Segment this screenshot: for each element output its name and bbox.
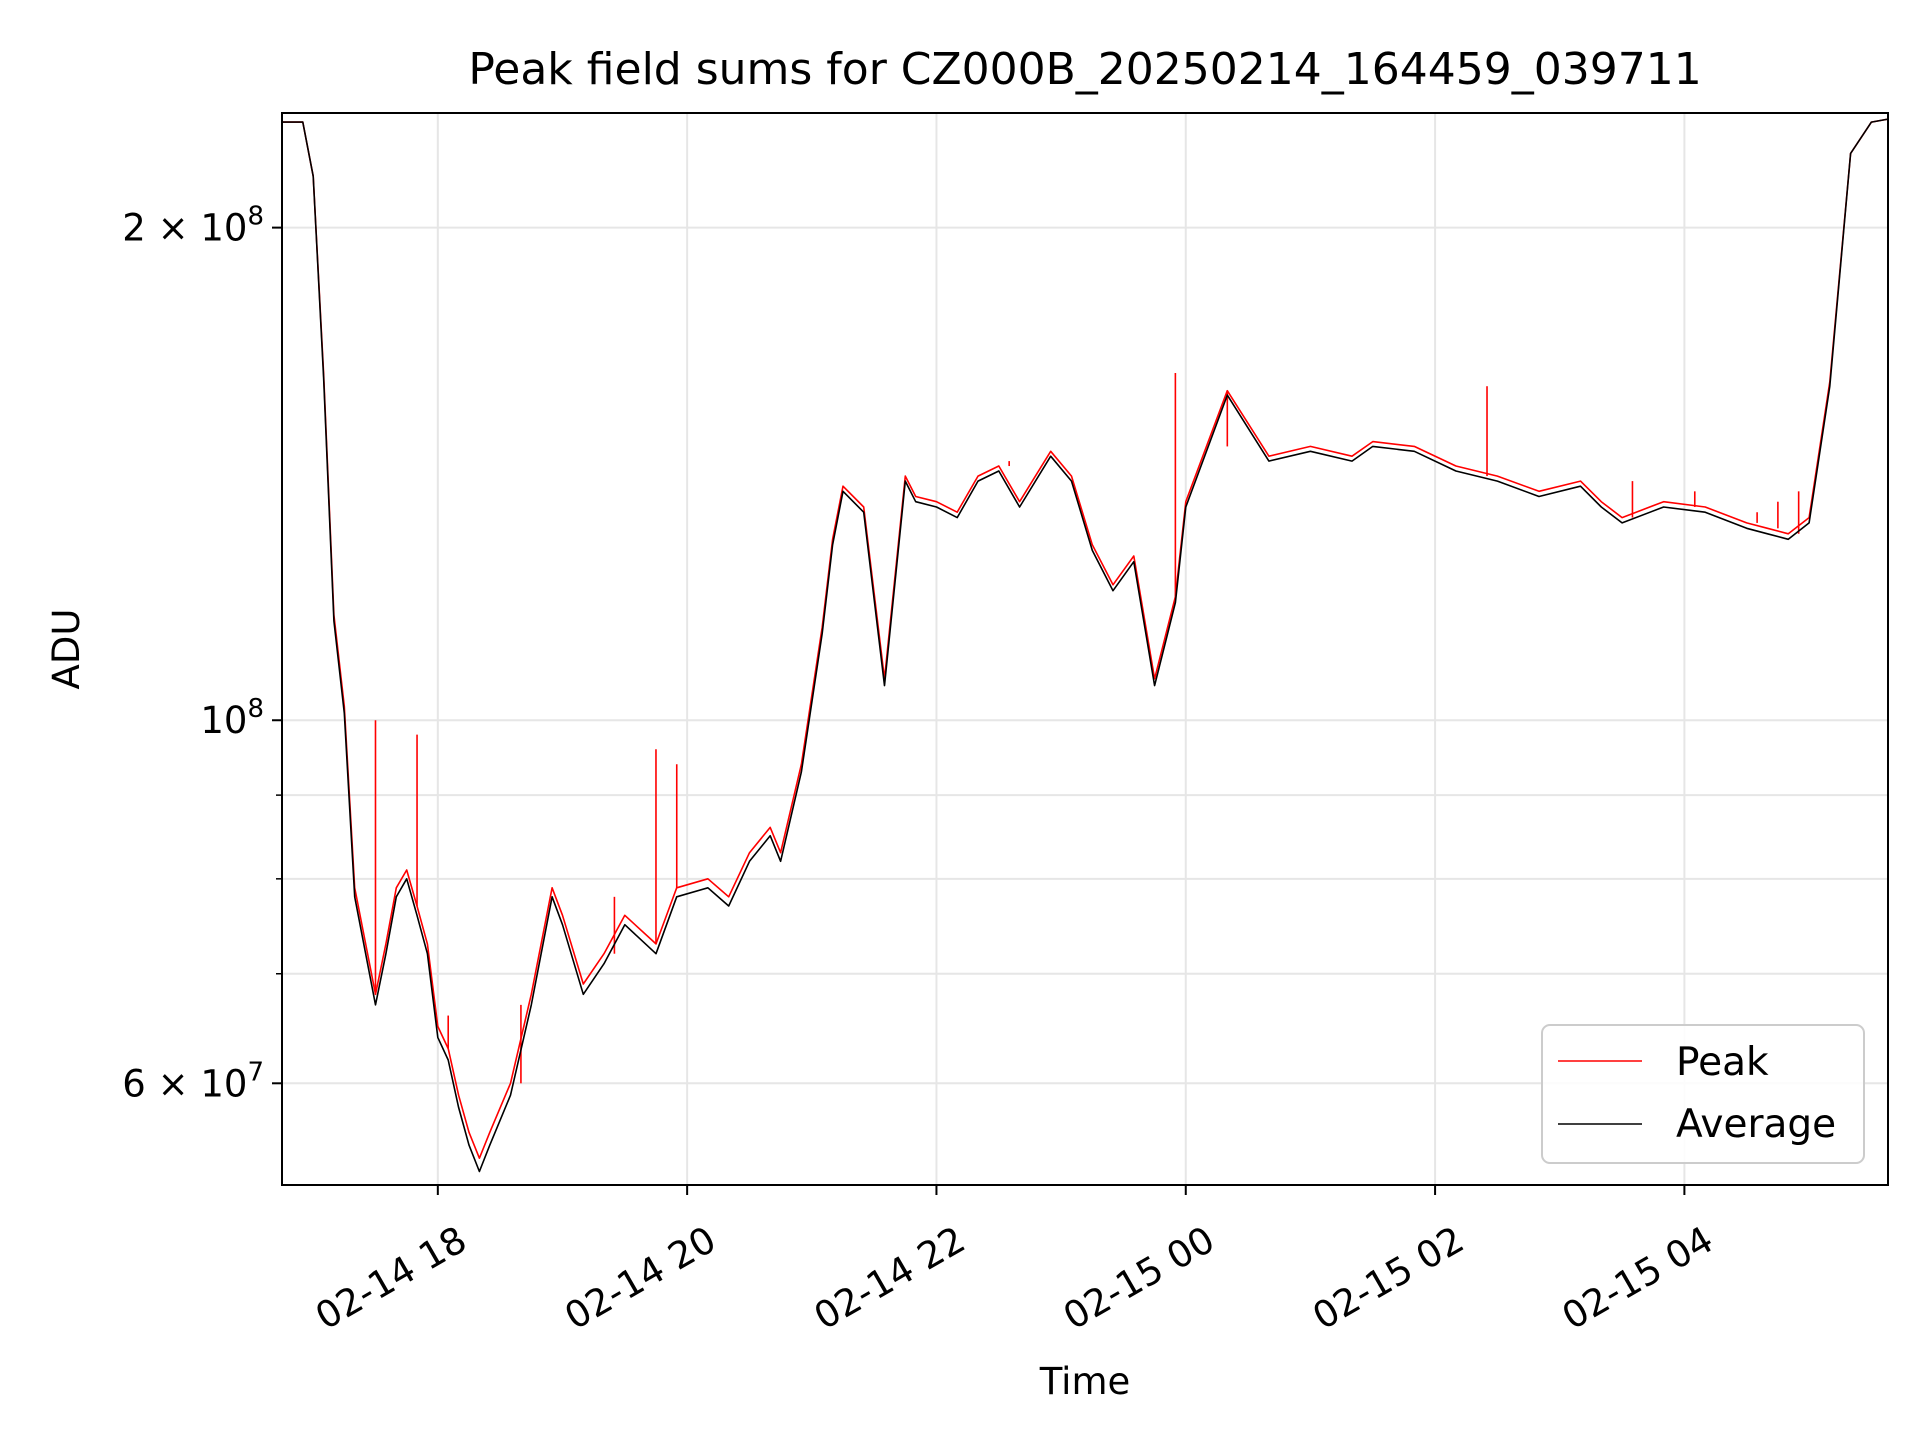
y-axis-ticks: 6 × 107 108 2 × 108: [122, 202, 282, 1105]
y-tick-label: 2 × 108: [122, 202, 264, 250]
legend-box: [1541, 1024, 1865, 1164]
legend-peak-label: Peak: [1676, 1040, 1769, 1085]
legend-average-label: Average: [1676, 1102, 1836, 1147]
grid: [282, 113, 1888, 1185]
chart-title: Peak field sums for CZ000B_20250214_1644…: [468, 44, 1701, 95]
y-axis-label: ADU: [45, 609, 88, 690]
series-line-average: [282, 118, 1889, 1173]
x-axis-label: Time: [1039, 1360, 1131, 1403]
y-tick-label: 108: [200, 694, 264, 742]
plot-frame: [281, 112, 1889, 1186]
y-tick-label: 6 × 107: [122, 1057, 264, 1105]
series-layer: [282, 118, 1889, 1173]
legend: Peak Average: [1541, 1024, 1865, 1164]
